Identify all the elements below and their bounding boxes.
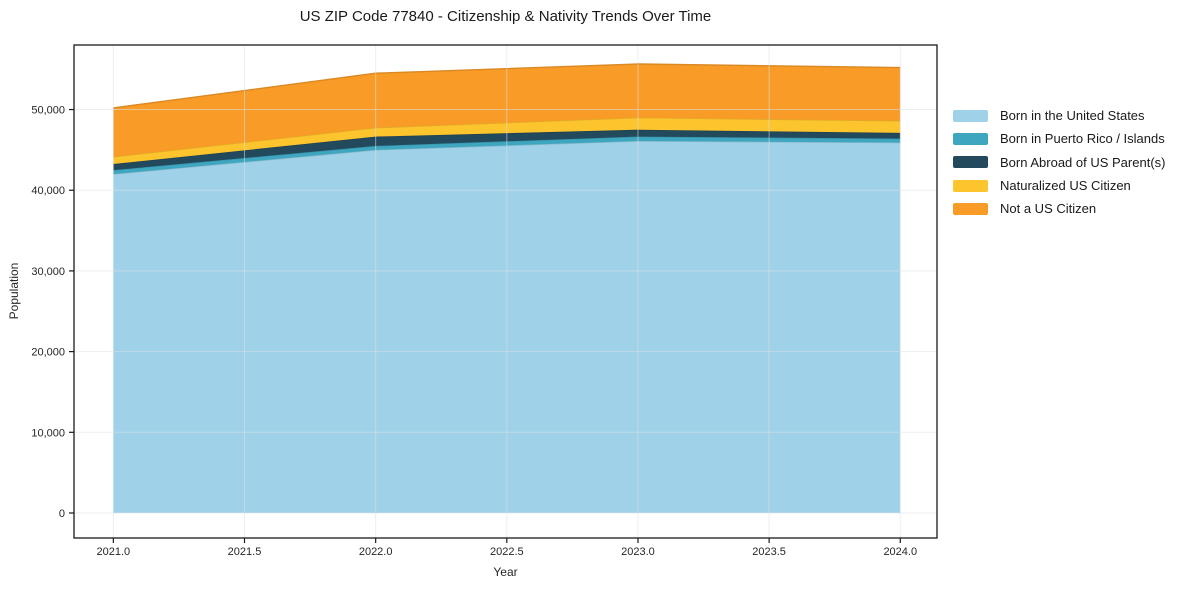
legend-label: Born in the United States	[1000, 108, 1145, 124]
y-axis-label: Population	[7, 262, 21, 320]
y-tick-label: 30,000	[31, 266, 65, 278]
legend-item: Born in Puerto Rico / Islands	[953, 127, 1165, 150]
legend-swatch-naturalized	[953, 179, 988, 192]
legend-label: Born Abroad of US Parent(s)	[1000, 154, 1166, 170]
x-axis-label: Year	[493, 565, 518, 579]
y-tick-label: 40,000	[31, 185, 65, 197]
x-tick-label: 2022.5	[490, 546, 524, 558]
legend-swatch-not-citizen	[953, 202, 988, 215]
x-tick-label: 2021.5	[228, 546, 262, 558]
y-tick-label: 50,000	[31, 105, 65, 117]
area-series-3	[113, 117, 901, 164]
x-tick-label: 2023.5	[752, 546, 786, 558]
x-tick-label: 2023.0	[621, 546, 655, 558]
y-tick-label: 10,000	[31, 427, 65, 439]
x-tick-label: 2024.0	[883, 546, 917, 558]
legend: Born in the United States Born in Puerto…	[953, 104, 1165, 220]
legend-swatch-born-abroad	[953, 156, 988, 169]
legend-label: Born in Puerto Rico / Islands	[1000, 131, 1165, 147]
chart-title: US ZIP Code 77840 - Citizenship & Nativi…	[299, 8, 712, 25]
legend-item: Born Abroad of US Parent(s)	[953, 151, 1165, 174]
y-tick-label: 0	[59, 508, 65, 520]
legend-item: Naturalized US Citizen	[953, 174, 1165, 197]
x-tick-label: 2022.0	[359, 546, 393, 558]
legend-label: Naturalized US Citizen	[1000, 178, 1131, 194]
legend-item: Born in the United States	[953, 104, 1165, 127]
legend-item: Not a US Citizen	[953, 197, 1165, 220]
legend-swatch-born-in-us	[953, 109, 988, 122]
x-tick-label: 2021.0	[97, 546, 131, 558]
y-tick-label: 20,000	[31, 347, 65, 359]
plot-border	[73, 44, 938, 539]
legend-swatch-puerto-rico	[953, 132, 988, 145]
legend-label: Not a US Citizen	[1000, 201, 1097, 217]
